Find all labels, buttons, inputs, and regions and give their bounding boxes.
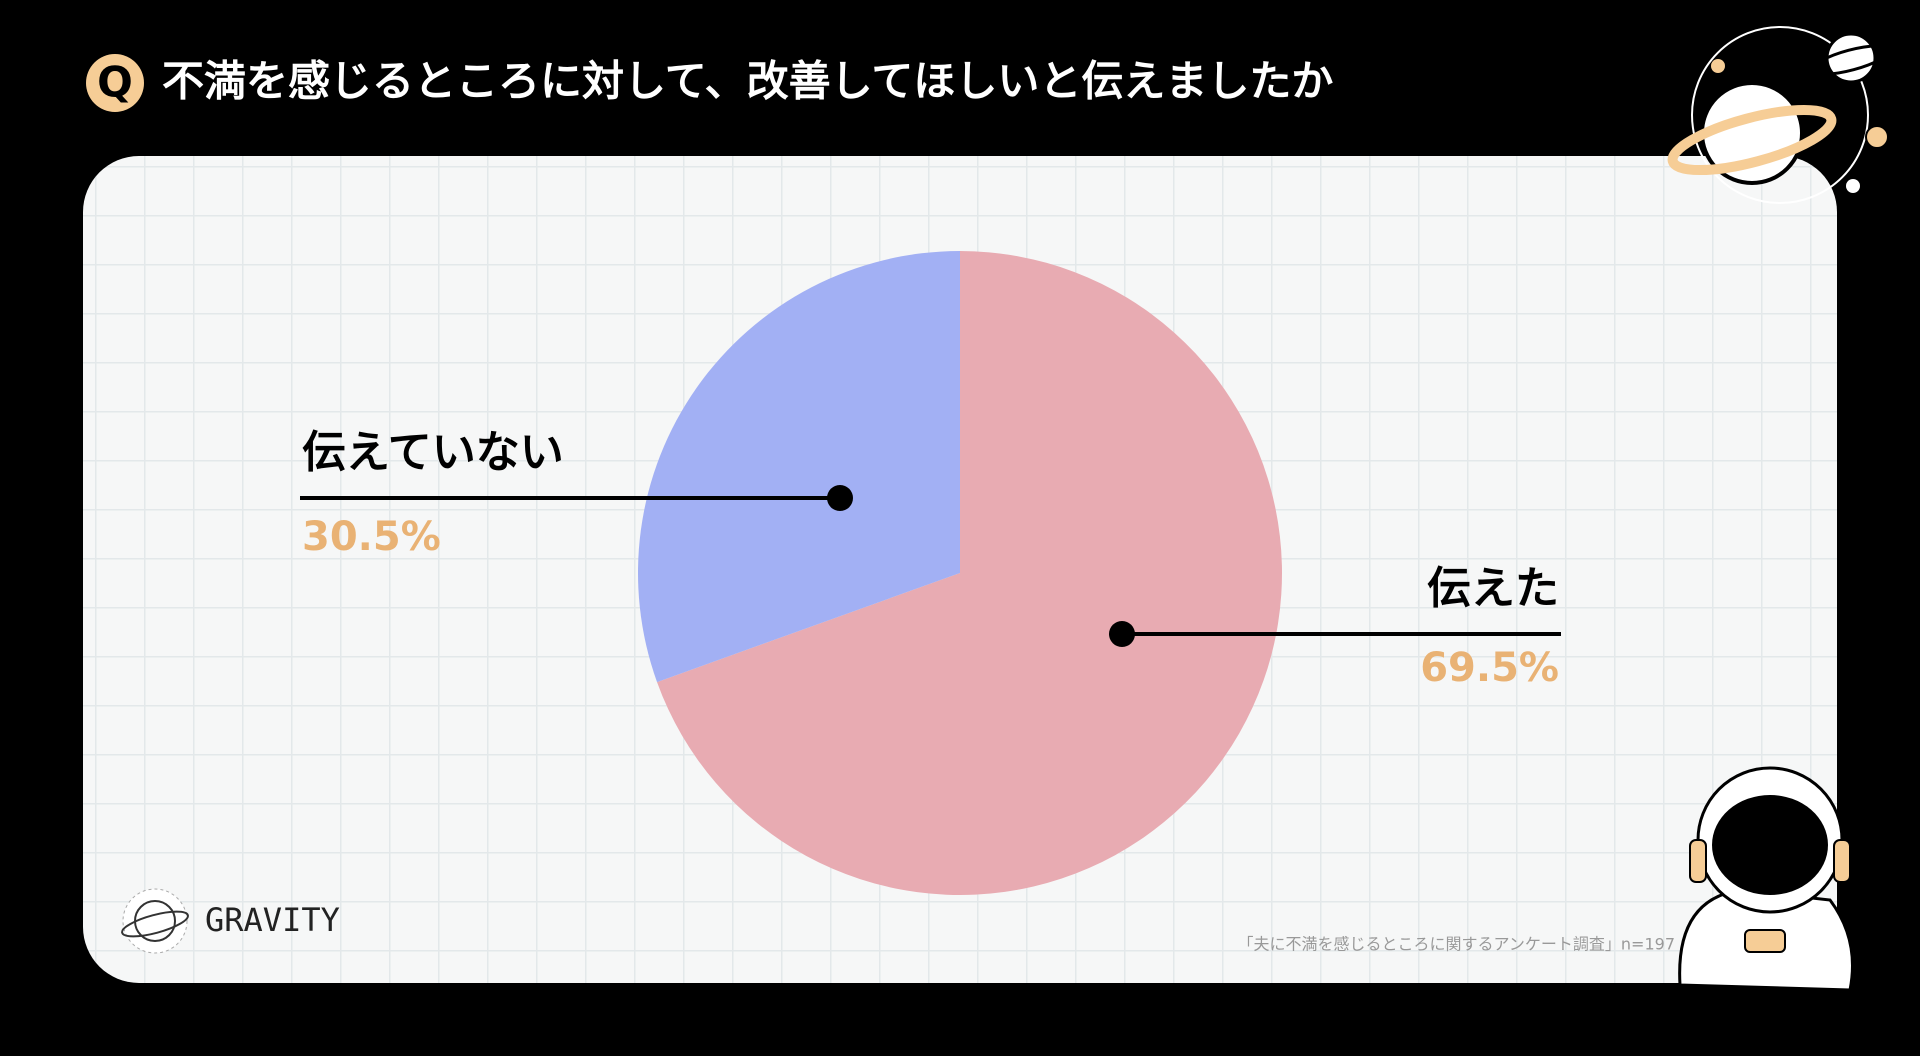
leader-dot — [827, 485, 853, 511]
source-note: 「夫に不満を感じるところに関するアンケート調査」n=197 — [1238, 935, 1675, 954]
planet-decoration — [1667, 26, 1892, 204]
value-label: 30.5% — [302, 514, 441, 560]
pie-slice — [637, 251, 960, 683]
pie-slice — [657, 251, 1282, 895]
brand-name: GRAVITY — [205, 901, 340, 939]
astronaut-decoration — [1678, 766, 1854, 992]
q-badge — [86, 54, 144, 112]
slice-label: 伝えた — [1427, 563, 1559, 614]
brand-logo — [121, 888, 189, 954]
slice-label: 伝えていない — [302, 427, 564, 478]
q-mark: Q — [97, 58, 133, 107]
leader-dot — [1109, 621, 1135, 647]
value-label: 69.5% — [1420, 645, 1559, 691]
chart-title: 不満を感じるところに対して、改善してほしいと伝えましたか — [162, 57, 1333, 106]
